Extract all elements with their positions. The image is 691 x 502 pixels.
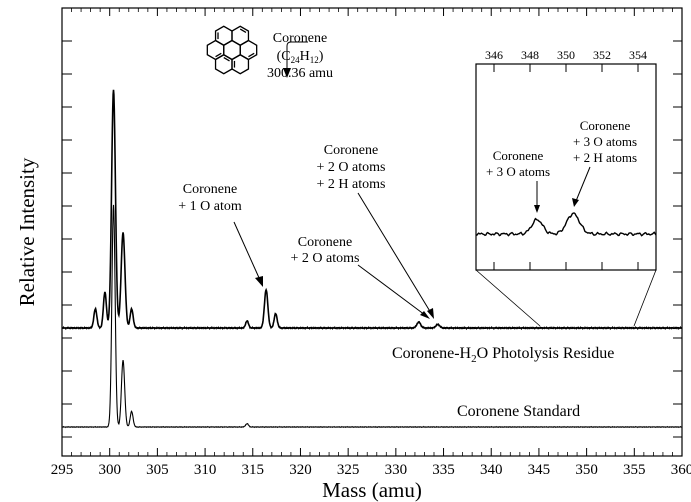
inset-annotation-b-arrow bbox=[575, 166, 591, 202]
inset-annotation-a-line1: Coronene bbox=[493, 148, 544, 163]
annotation-two-o-arrow bbox=[357, 264, 426, 316]
x-tick-label: 305 bbox=[146, 462, 169, 478]
x-axis-tick-labels: 295 300 305 310 315 320 325 330 335 340 345 350 355 3… bbox=[51, 462, 691, 478]
x-tick-label: 335 bbox=[432, 462, 455, 478]
annotation-one-o-line1: Coronene bbox=[183, 182, 237, 197]
inset-ticks bbox=[493, 64, 639, 270]
y-axis-ticks bbox=[62, 7, 682, 438]
molecule-arrowhead bbox=[283, 68, 291, 78]
x-tick-label: 325 bbox=[337, 462, 360, 478]
annotation-two-o-line2: + 2 O atoms bbox=[291, 251, 360, 266]
double-bond bbox=[215, 52, 222, 58]
inset-tick-label: 354 bbox=[629, 48, 647, 62]
inset-frame bbox=[475, 63, 657, 271]
double-bond bbox=[239, 28, 247, 33]
annotation-two-o-two-h-arrow bbox=[357, 192, 432, 314]
series-line-coronene-standard bbox=[61, 204, 683, 429]
annotation-two-o-line1: Coronene bbox=[298, 235, 352, 250]
double-bond bbox=[223, 57, 230, 62]
inset-annotation-b-line3: + 2 H atoms bbox=[573, 150, 637, 165]
outer-ring bbox=[231, 25, 250, 47]
x-tick-label: 310 bbox=[194, 462, 217, 478]
inset-panel: 346 348 350 352 354 Coronene + 3 O atoms Cor… bbox=[475, 48, 657, 271]
inset-annotation-b-arrowhead bbox=[572, 198, 579, 207]
x-tick-label: 355 bbox=[623, 462, 646, 478]
molecule-arrow bbox=[286, 41, 308, 70]
annotation-two-o-arrowhead bbox=[420, 311, 430, 319]
series-label-photolysis-residue: Coronene-H2O Photolysis Residue bbox=[392, 345, 614, 365]
x-tick-label: 295 bbox=[51, 462, 74, 478]
inset-connector-right bbox=[633, 269, 657, 327]
x-axis-label: Mass (amu) bbox=[322, 478, 422, 502]
x-tick-label: 315 bbox=[242, 462, 265, 478]
y-axis-label: Relative Intensity bbox=[15, 157, 39, 306]
x-tick-label: 340 bbox=[480, 462, 503, 478]
inset-tick-label: 346 bbox=[485, 48, 503, 62]
molecule-formula: (C24H12) bbox=[277, 49, 324, 65]
x-tick-label: 320 bbox=[289, 462, 312, 478]
inset-annotation-a-line2: + 3 O atoms bbox=[486, 164, 550, 179]
x-tick-label: 300 bbox=[98, 462, 121, 478]
series-label-coronene-standard: Coronene Standard bbox=[457, 403, 580, 420]
series-line-photolysis-residue bbox=[61, 89, 683, 331]
inset-tick-label: 348 bbox=[521, 48, 539, 62]
annotation-two-o-two-h-arrowhead bbox=[427, 308, 434, 319]
inset-tick-label: 352 bbox=[593, 48, 611, 62]
x-tick-label: 330 bbox=[385, 462, 408, 478]
molecule-name: Coronene bbox=[273, 31, 327, 46]
x-tick-label: 360 bbox=[671, 462, 691, 478]
annotation-two-o-two-h-line1: Coronene bbox=[324, 143, 378, 158]
inset-tick-labels: 346 348 350 352 354 bbox=[485, 48, 647, 62]
annotation-one-o-arrow bbox=[233, 221, 261, 281]
coronene-structure-icon bbox=[206, 25, 258, 75]
x-tick-label: 350 bbox=[575, 462, 598, 478]
annotation-one-o-line2: + 1 O atom bbox=[178, 199, 242, 214]
annotation-one-o-arrowhead bbox=[255, 276, 263, 287]
inset-tick-label: 350 bbox=[557, 48, 575, 62]
annotation-two-o-two-h-line2: + 2 O atoms bbox=[317, 160, 386, 175]
plot-frame bbox=[61, 7, 683, 457]
x-tick-label: 345 bbox=[528, 462, 551, 478]
inset-annotation-b-line2: + 3 O atoms bbox=[573, 134, 637, 149]
inset-annotation-b-line1: Coronene bbox=[580, 118, 631, 133]
double-bond bbox=[248, 52, 255, 58]
x-axis-ticks bbox=[61, 8, 683, 456]
molecule-mass: 300.36 amu bbox=[267, 66, 333, 81]
inset-connector-left bbox=[475, 269, 541, 327]
inset-series-line bbox=[475, 212, 657, 237]
inset-annotation-a-arrowhead bbox=[534, 205, 540, 213]
annotation-two-o-two-h-line3: + 2 H atoms bbox=[317, 177, 386, 192]
